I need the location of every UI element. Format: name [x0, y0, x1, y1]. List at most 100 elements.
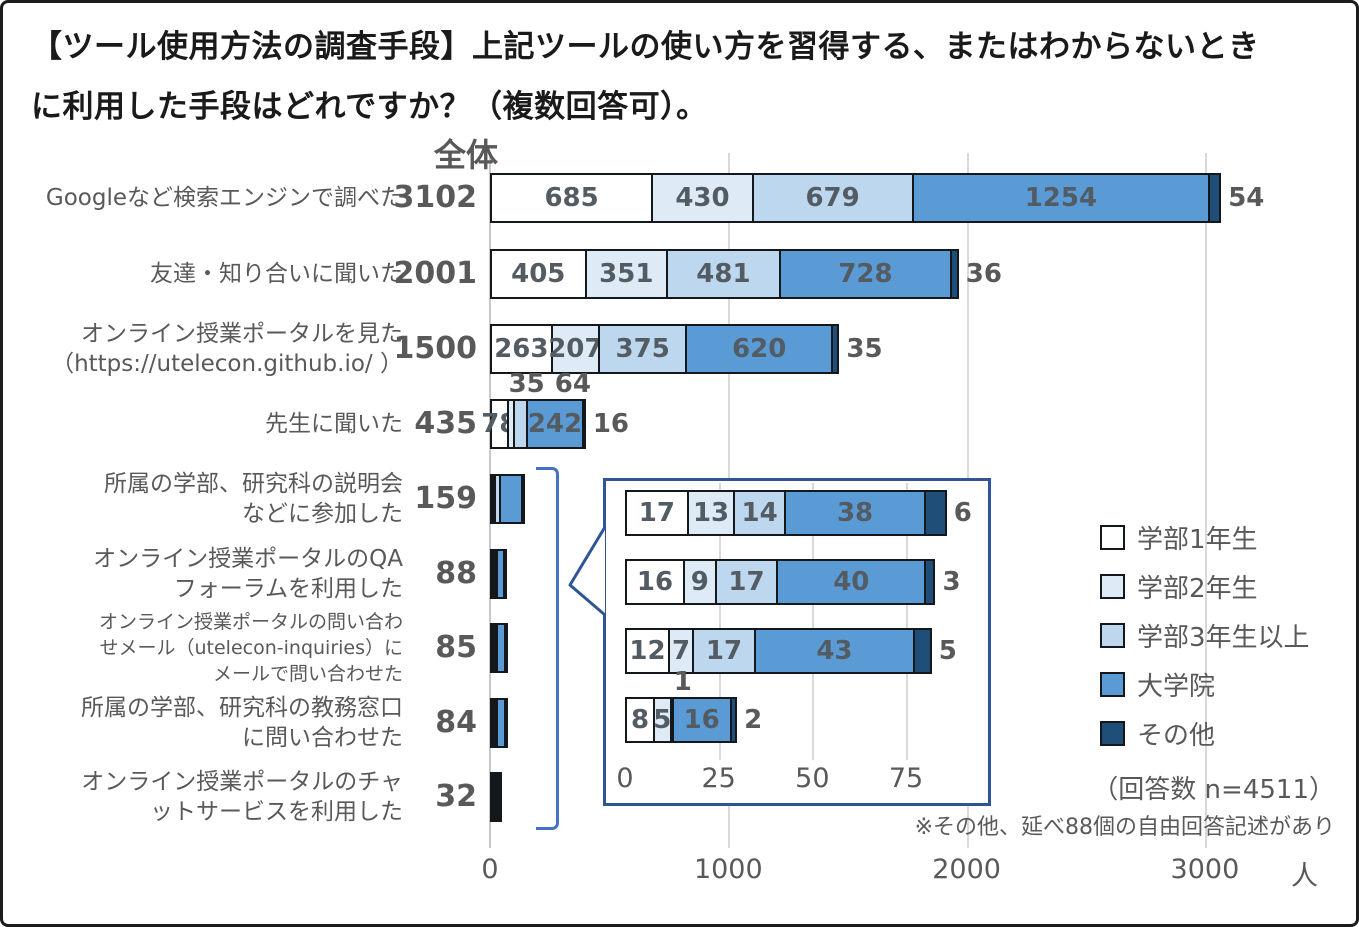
bar-segment-2: 351 [584, 249, 669, 299]
bar-segment-4: 38 [783, 490, 927, 536]
bar-segment-1: 685 [490, 173, 654, 223]
segment-value-label: 38 [836, 498, 874, 528]
bar-segment-3: 17 [692, 628, 756, 674]
bar-segment-2: 13 [686, 490, 736, 536]
inset-axis-tick-label: 50 [795, 763, 830, 794]
segment-value-label: 5 [653, 705, 672, 735]
bar-segment-1: 12 [625, 628, 670, 674]
segment-value-label: 1 [673, 667, 692, 697]
segment-value-label: 685 [544, 183, 599, 213]
row-total: 32 [435, 779, 477, 814]
gridline [1204, 153, 1207, 848]
inset-gridline [906, 483, 909, 760]
row-total: 88 [435, 556, 477, 591]
legend-item-学部3年生以上: 学部3年生以上 [1100, 611, 1310, 660]
bar-segment-3: 481 [666, 249, 781, 299]
segment-values-above: 35 64 [509, 369, 591, 399]
row-label: 所属の学部、研究科の説明会 などに参加した [104, 471, 403, 527]
segment-value-label: 405 [511, 259, 566, 289]
row-total: 435 [414, 406, 477, 441]
stacked-bar [490, 772, 502, 822]
bar-segment-5 [503, 549, 508, 599]
segment-value-label: 207 [548, 334, 603, 364]
inset-callout-pointer-icon [568, 526, 607, 617]
segment-value-label-outside: 2 [744, 705, 763, 735]
legend-item-label: 大学院 [1137, 672, 1216, 702]
legend-item-学部2年生: 学部2年生 [1100, 562, 1310, 611]
legend-swatch-icon [1100, 721, 1125, 746]
legend-swatch-icon [1100, 672, 1125, 697]
bar-segment-3: 679 [751, 173, 914, 223]
bar-segment-5 [1208, 173, 1222, 223]
bar-segment-3: 375 [597, 324, 688, 374]
callout-bracket [536, 467, 559, 830]
legend-item-大学院: 大学院 [1100, 660, 1310, 709]
x-axis-tick-label: 2000 [932, 854, 1001, 885]
segment-value-label: 43 [816, 636, 853, 666]
segment-value-label: 8 [630, 705, 650, 735]
segment-value-label: 679 [805, 183, 860, 213]
inset-axis-tick-label: 75 [888, 763, 924, 794]
bar-segment-4: 728 [778, 249, 953, 299]
bar-segment-5 [498, 772, 502, 822]
bar-segment-4: 40 [776, 559, 927, 605]
bar-segment-5 [504, 698, 509, 748]
segment-value-label: 7 [672, 636, 691, 666]
legend-item-label: 学部3年生以上 [1137, 623, 1310, 653]
bar-segment-2: 5 [652, 697, 672, 743]
bar-segment-1: 263 [490, 324, 553, 374]
x-axis-tick-label: 0 [481, 854, 499, 885]
bar-segment-2: 207 [548, 324, 603, 374]
bar-segment-4: 43 [753, 628, 915, 674]
bar-segment-5 [912, 628, 932, 674]
segment-value-label: 35 [508, 369, 545, 399]
segment-value-label: 9 [690, 567, 709, 597]
row-label: 先生に聞いた [265, 411, 403, 437]
segment-value-label-outside: 36 [965, 259, 1002, 289]
row-total: 85 [435, 630, 477, 665]
bar-segment-4: 620 [685, 324, 834, 374]
segment-value-label: 12 [629, 636, 666, 666]
segment-value-label: 481 [696, 259, 751, 289]
stacked-bar [490, 698, 509, 748]
bar-segment-1: 17 [625, 490, 689, 536]
segment-value-label: 728 [838, 259, 893, 289]
bar-segment-5 [503, 623, 508, 673]
legend-swatch-icon [1100, 574, 1125, 599]
segment-value-label-outside: 16 [592, 409, 629, 439]
segment-value-label: 242 [527, 409, 583, 439]
segment-value-label: 16 [636, 567, 674, 597]
bar-segment-5 [950, 249, 959, 299]
segment-value-label: 16 [683, 705, 720, 735]
stacked-bar: 263 207 375 620 35 [490, 324, 883, 374]
segment-value-label: 620 [732, 334, 787, 364]
stacked-bar [490, 623, 508, 673]
stacked-bar [490, 549, 508, 599]
segment-value-label-outside: 35 [846, 334, 883, 364]
legend-item-学部1年生: 学部1年生 [1100, 513, 1310, 562]
legend-item-label: 学部2年生 [1137, 574, 1258, 604]
segment-value-label: 40 [833, 567, 870, 597]
legend-item-label: その他 [1137, 721, 1216, 751]
bar-segment-1: 405 [490, 249, 587, 299]
inset-gridline [812, 483, 815, 760]
bar-segment-5 [520, 474, 525, 524]
totals-column-header: 全体 [433, 136, 498, 174]
bar-segment-3: 17 [714, 559, 779, 605]
segment-value-label: 17 [705, 636, 743, 666]
segment-value-label: 13 [692, 498, 730, 528]
segment-value-label-outside: 6 [953, 498, 972, 528]
chart-title: 【ツール使用方法の調査手段】上記ツールの使い方を習得する、またはわからないとき … [31, 29, 1260, 125]
segment-value-label: 17 [638, 498, 675, 528]
bar-segment-4: 1254 [911, 173, 1211, 223]
stacked-bar: 78 242 16 [481, 399, 629, 449]
segment-value-label: 430 [675, 183, 730, 213]
row-label: オンライン授業ポータルを見た （https://utelecon.github.… [51, 321, 403, 377]
row-label: 友達・知り合いに聞いた [150, 261, 403, 287]
stacked-bar: 8 5 16 2 [625, 697, 762, 743]
bar-segment-4: 16 [671, 697, 732, 743]
bar-segment-2: 430 [651, 173, 754, 223]
segment-value-label: 64 [554, 369, 591, 399]
stacked-bar: 17 13 14 38 6 [625, 490, 972, 536]
segment-value-label-outside: 3 [942, 567, 961, 597]
